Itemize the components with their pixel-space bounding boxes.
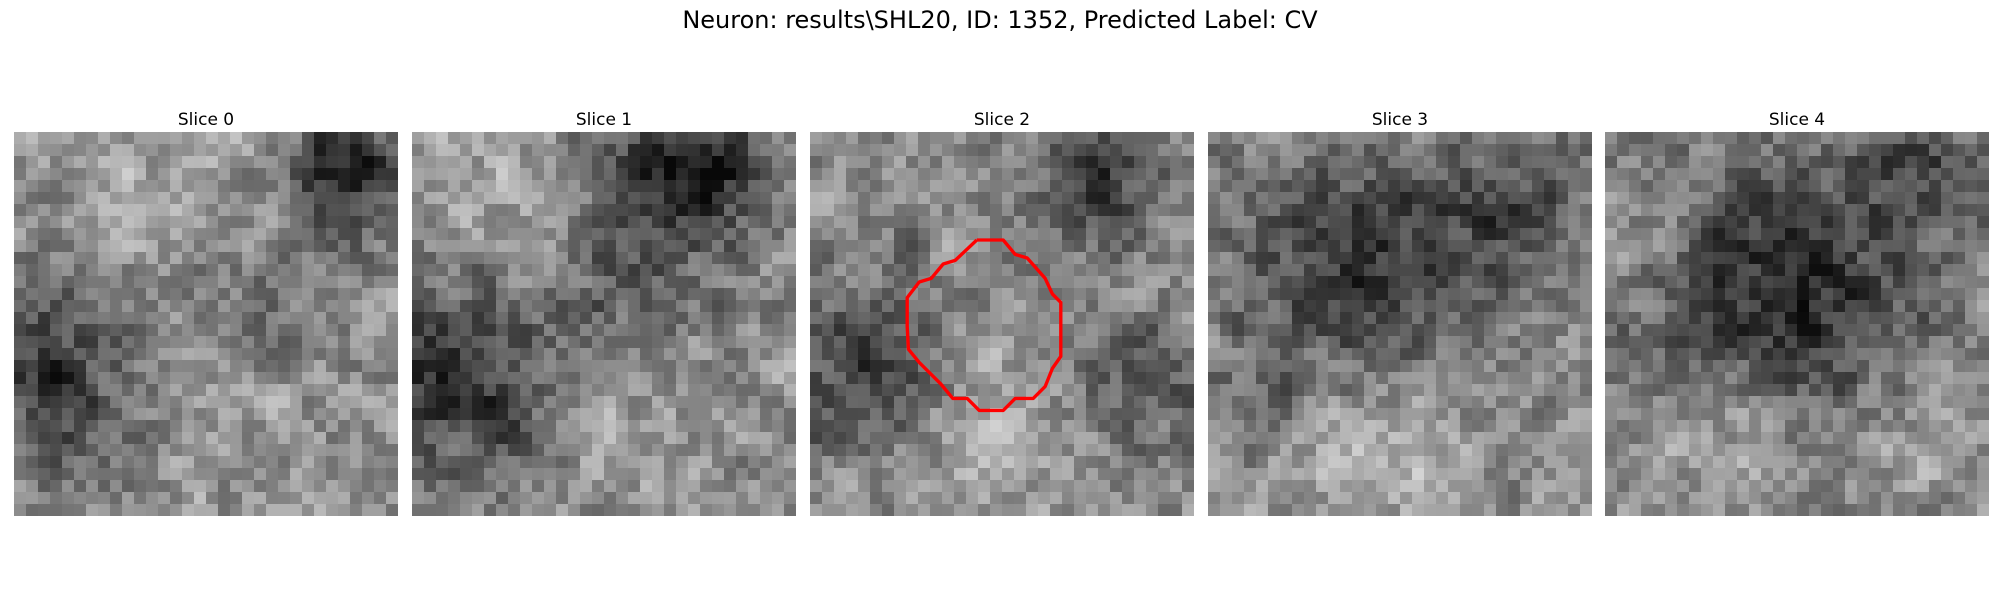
slice-title-2: Slice 2 — [973, 110, 1031, 130]
slice-title-0: Slice 0 — [177, 110, 235, 130]
slice-image-0 — [14, 132, 398, 516]
slice-title-4: Slice 4 — [1768, 110, 1826, 130]
slice-panel-2: Slice 2 — [810, 108, 1194, 516]
pixel-grid — [810, 132, 1194, 516]
slice-panel-4: Slice 4 — [1605, 108, 1989, 516]
slice-panel-1: Slice 1 — [412, 108, 796, 516]
slice-panel-0: Slice 0 — [14, 108, 398, 516]
slice-image-2 — [810, 132, 1194, 516]
pixel-grid — [14, 132, 398, 516]
pixel-grid — [412, 132, 796, 516]
segmentation-contour — [905, 238, 1063, 413]
slice-title-3: Slice 3 — [1371, 110, 1429, 130]
pixel-grid — [1208, 132, 1592, 516]
slice-image-1 — [412, 132, 796, 516]
slice-image-3 — [1208, 132, 1592, 516]
slice-image-4 — [1605, 132, 1989, 516]
figure-title: Neuron: results\SHL20, ID: 1352, Predict… — [682, 6, 1318, 34]
slice-title-1: Slice 1 — [575, 110, 633, 130]
slice-panel-3: Slice 3 — [1208, 108, 1592, 516]
pixel-grid — [1605, 132, 1989, 516]
